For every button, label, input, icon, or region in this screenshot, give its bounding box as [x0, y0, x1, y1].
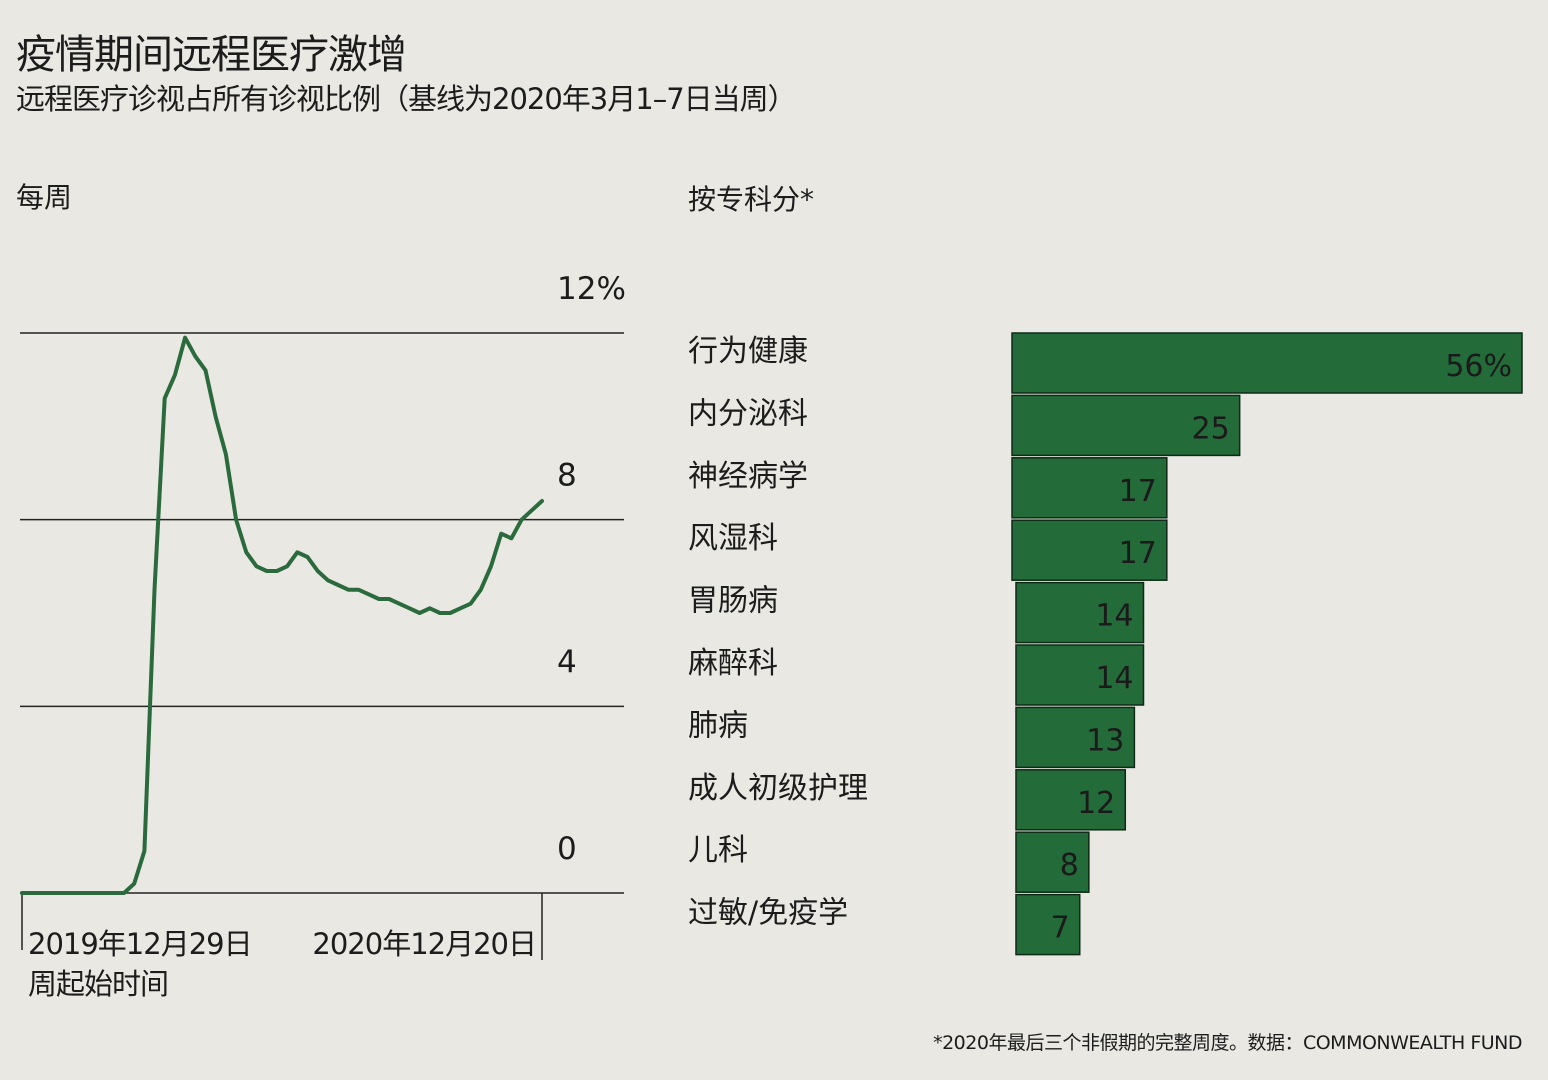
specialty-panel-label: 按专科分*: [688, 183, 815, 216]
footnote: *2020年最后三个非假期的完整周度。数据：COMMONWEALTH FUND: [933, 1032, 1522, 1054]
x-tick-label-start: 2019年12月29日: [28, 927, 252, 961]
bar-value-label-8: 8: [1060, 848, 1079, 883]
weekly-panel-label: 每周: [16, 181, 73, 214]
category-label-8: 儿科: [688, 833, 748, 868]
bar-value-label-5: 14: [1095, 661, 1133, 696]
category-label-2: 神经病学: [688, 459, 808, 494]
bar-8: [1015, 831, 1090, 893]
y-tick-label-4: 4: [557, 644, 577, 680]
y-tick-label-12: 12%: [557, 271, 626, 307]
bar-5: [1015, 644, 1145, 706]
bar-value-label-2: 17: [1119, 474, 1157, 509]
category-label-0: 行为健康: [688, 334, 808, 369]
bar-value-label-6: 13: [1086, 723, 1124, 758]
x-axis-label: 周起始时间: [28, 967, 168, 1001]
category-label-3: 风湿科: [688, 521, 778, 556]
bar-7: [1015, 769, 1127, 831]
category-label-6: 肺病: [688, 708, 748, 743]
bar-9: [1015, 893, 1081, 956]
bar-6: [1015, 706, 1136, 769]
bar-value-label-3: 17: [1119, 536, 1157, 571]
bar-4: [1015, 581, 1145, 644]
chart-subtitle: 远程医疗诊视占所有诊视比例（基线为2020年3月1–7日当周）: [16, 82, 797, 116]
category-label-9: 过敏/免疫学: [688, 896, 848, 931]
x-tick-label-end: 2020年12月20日: [312, 927, 536, 961]
category-label-5: 麻醉科: [688, 646, 778, 681]
category-label-7: 成人初级护理: [688, 771, 868, 806]
bar-value-label-1: 25: [1191, 411, 1229, 446]
category-label-4: 胃肠病: [688, 584, 778, 619]
y-tick-label-0: 0: [557, 831, 577, 867]
bar-value-label-4: 14: [1095, 599, 1133, 634]
bar-0: [1011, 332, 1523, 394]
bar-2: [1011, 457, 1168, 519]
bar-3: [1011, 519, 1168, 581]
telehealth-share-line: [20, 335, 544, 895]
bar-value-label-0: 56%: [1445, 349, 1512, 384]
bar-value-label-9: 7: [1051, 911, 1070, 946]
bar-value-label-7: 12: [1077, 786, 1115, 821]
y-tick-label-8: 8: [557, 458, 577, 494]
chart-title: 疫情期间远程医疗激增: [16, 32, 407, 78]
bar-1: [1011, 394, 1241, 457]
category-label-1: 内分泌科: [688, 396, 808, 431]
